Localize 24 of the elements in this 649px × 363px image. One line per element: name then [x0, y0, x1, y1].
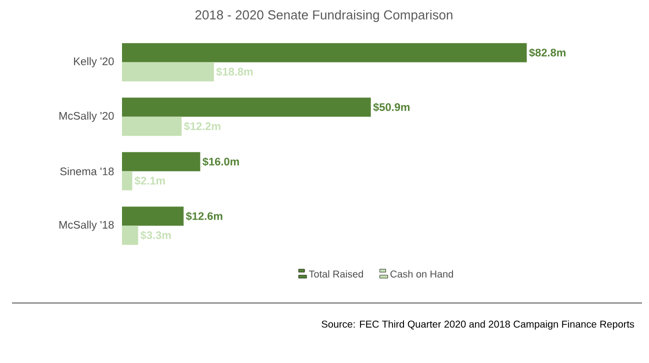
bar [122, 152, 200, 172]
data-label: $12.6m [186, 212, 222, 221]
bar [122, 171, 132, 190]
data-label: $12.2m [184, 122, 220, 131]
chart-title: 2018 - 2020 Senate Fundraising Comparison [195, 10, 452, 22]
data-label: $82.8m [529, 48, 566, 58]
data-label: $50.9m [373, 102, 410, 112]
bar [122, 62, 214, 82]
bar [122, 206, 184, 226]
bar [122, 116, 182, 136]
y-tick-label: Kelly '20 [74, 57, 114, 68]
legend-label: Total Raised [308, 270, 363, 278]
y-tick-label: Sinema '18 [60, 167, 114, 176]
bar [122, 43, 527, 62]
data-label: $3.3m [140, 230, 171, 240]
data-label: $18.8m [216, 67, 253, 76]
bar [122, 226, 138, 245]
y-tick-label: McSally '18 [59, 220, 114, 231]
bar [122, 98, 371, 117]
data-label: $2.1m [134, 176, 165, 186]
data-label: $16.0m [202, 157, 239, 166]
source-note: Source: FEC Third Quarter 2020 and 2018 Campaign Finance Reports [322, 320, 634, 330]
y-tick-label: McSally '20 [59, 112, 114, 122]
legend-label: Cash on Hand [390, 270, 453, 278]
